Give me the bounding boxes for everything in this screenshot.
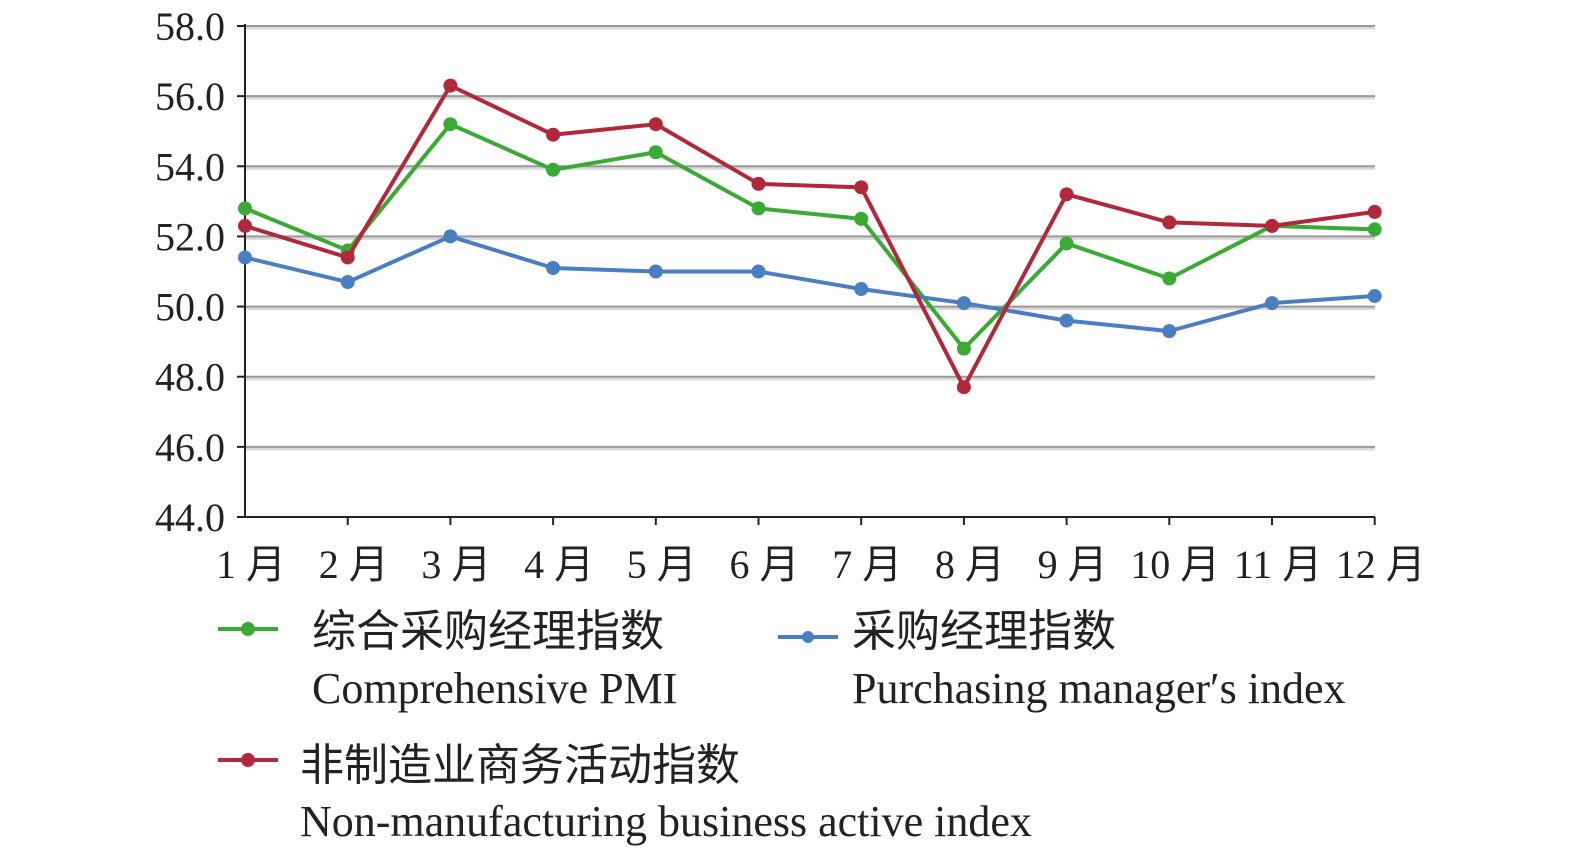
- legend-label-en: Non-manufacturing business active index: [300, 797, 1032, 846]
- legend-item-3: 非制造业商务活动指数 Non-manufacturing business act…: [218, 741, 1032, 846]
- data-point: [854, 180, 869, 195]
- legend-label-en: Purchasing manager′s index: [852, 664, 1346, 713]
- x-tick-label: 7 月: [832, 542, 902, 587]
- data-point: [1162, 215, 1177, 230]
- legend-label-zh: 综合采购经理指数: [312, 607, 664, 656]
- legend-label-zh: 非制造业商务活动指数: [300, 741, 740, 790]
- data-point: [238, 250, 252, 265]
- y-tick-label: 50.0: [155, 285, 225, 330]
- data-point: [340, 250, 355, 265]
- y-tick-label: 54.0: [155, 144, 225, 189]
- legend-swatch-marker: [802, 631, 814, 643]
- data-point: [1265, 296, 1279, 311]
- data-point: [1367, 222, 1382, 237]
- data-point: [443, 117, 458, 132]
- data-point: [751, 176, 766, 191]
- x-tick-label: 3 月: [421, 542, 491, 587]
- data-point: [751, 201, 766, 216]
- data-point: [546, 127, 561, 142]
- data-point: [1367, 204, 1382, 219]
- legend-label-en: Comprehensive PMI: [312, 664, 677, 713]
- series-lines: [238, 78, 1382, 395]
- data-point: [1367, 289, 1382, 304]
- data-point: [854, 211, 869, 226]
- x-tick-label: 8 月: [935, 542, 1005, 587]
- legend-item-1: 综合采购经理指数 Comprehensive PMI: [218, 607, 677, 713]
- data-point: [1059, 236, 1074, 251]
- data-point: [751, 264, 766, 279]
- data-point: [443, 78, 458, 93]
- series-line: [244, 83, 1375, 390]
- y-tick-label: 56.0: [155, 74, 225, 119]
- x-tick-label: 10 月: [1130, 542, 1220, 587]
- x-tick-label: 11 月: [1234, 542, 1323, 587]
- data-point: [340, 275, 355, 290]
- data-point: [956, 341, 971, 356]
- data-point: [648, 264, 663, 279]
- data-point: [1059, 187, 1074, 202]
- data-point: [1265, 218, 1279, 233]
- series-2: [238, 229, 1382, 339]
- data-point: [238, 201, 252, 216]
- data-point: [546, 260, 561, 275]
- x-tick-label: 2 月: [319, 542, 389, 587]
- y-tick-label: 44.0: [155, 495, 225, 540]
- legend-swatch-marker: [241, 753, 255, 767]
- grid-lines: [245, 25, 1375, 451]
- data-point: [648, 117, 663, 132]
- legend-swatch-marker: [241, 622, 255, 636]
- legend-label-zh: 采购经理指数: [852, 607, 1116, 656]
- y-tick-label: 48.0: [155, 355, 225, 400]
- data-point: [443, 229, 458, 244]
- y-tick-label: 46.0: [155, 425, 225, 470]
- y-tick-label: 52.0: [155, 214, 225, 259]
- data-point: [1059, 313, 1074, 328]
- data-point: [238, 218, 252, 233]
- x-tick-label: 12 月: [1336, 542, 1426, 587]
- data-point: [956, 380, 971, 395]
- series-line: [244, 122, 1375, 351]
- series-3: [238, 78, 1382, 395]
- y-tick-label: 58.0: [155, 4, 225, 49]
- data-point: [854, 282, 869, 297]
- legend-item-2: 采购经理指数 Purchasing manager′s index: [778, 607, 1346, 713]
- x-tick-label: 5 月: [627, 542, 697, 587]
- data-point: [1162, 271, 1177, 286]
- legend: 综合采购经理指数 Comprehensive PMI 采购经理指数 Purchasin…: [218, 607, 1346, 846]
- series-line: [244, 234, 1375, 334]
- data-point: [648, 145, 663, 160]
- axes: 44.0 46.0 48.0 50.0 52.0 54.0 56.0 58.0 1 月 2 月 3 …: [155, 4, 1426, 587]
- x-tick-label: 6 月: [730, 542, 800, 587]
- x-tick-label: 1 月: [216, 542, 286, 587]
- data-point: [1162, 324, 1177, 339]
- data-point: [956, 296, 971, 311]
- data-point: [546, 162, 561, 177]
- x-tick-label: 9 月: [1038, 542, 1108, 587]
- x-tick-label: 4 月: [524, 542, 594, 587]
